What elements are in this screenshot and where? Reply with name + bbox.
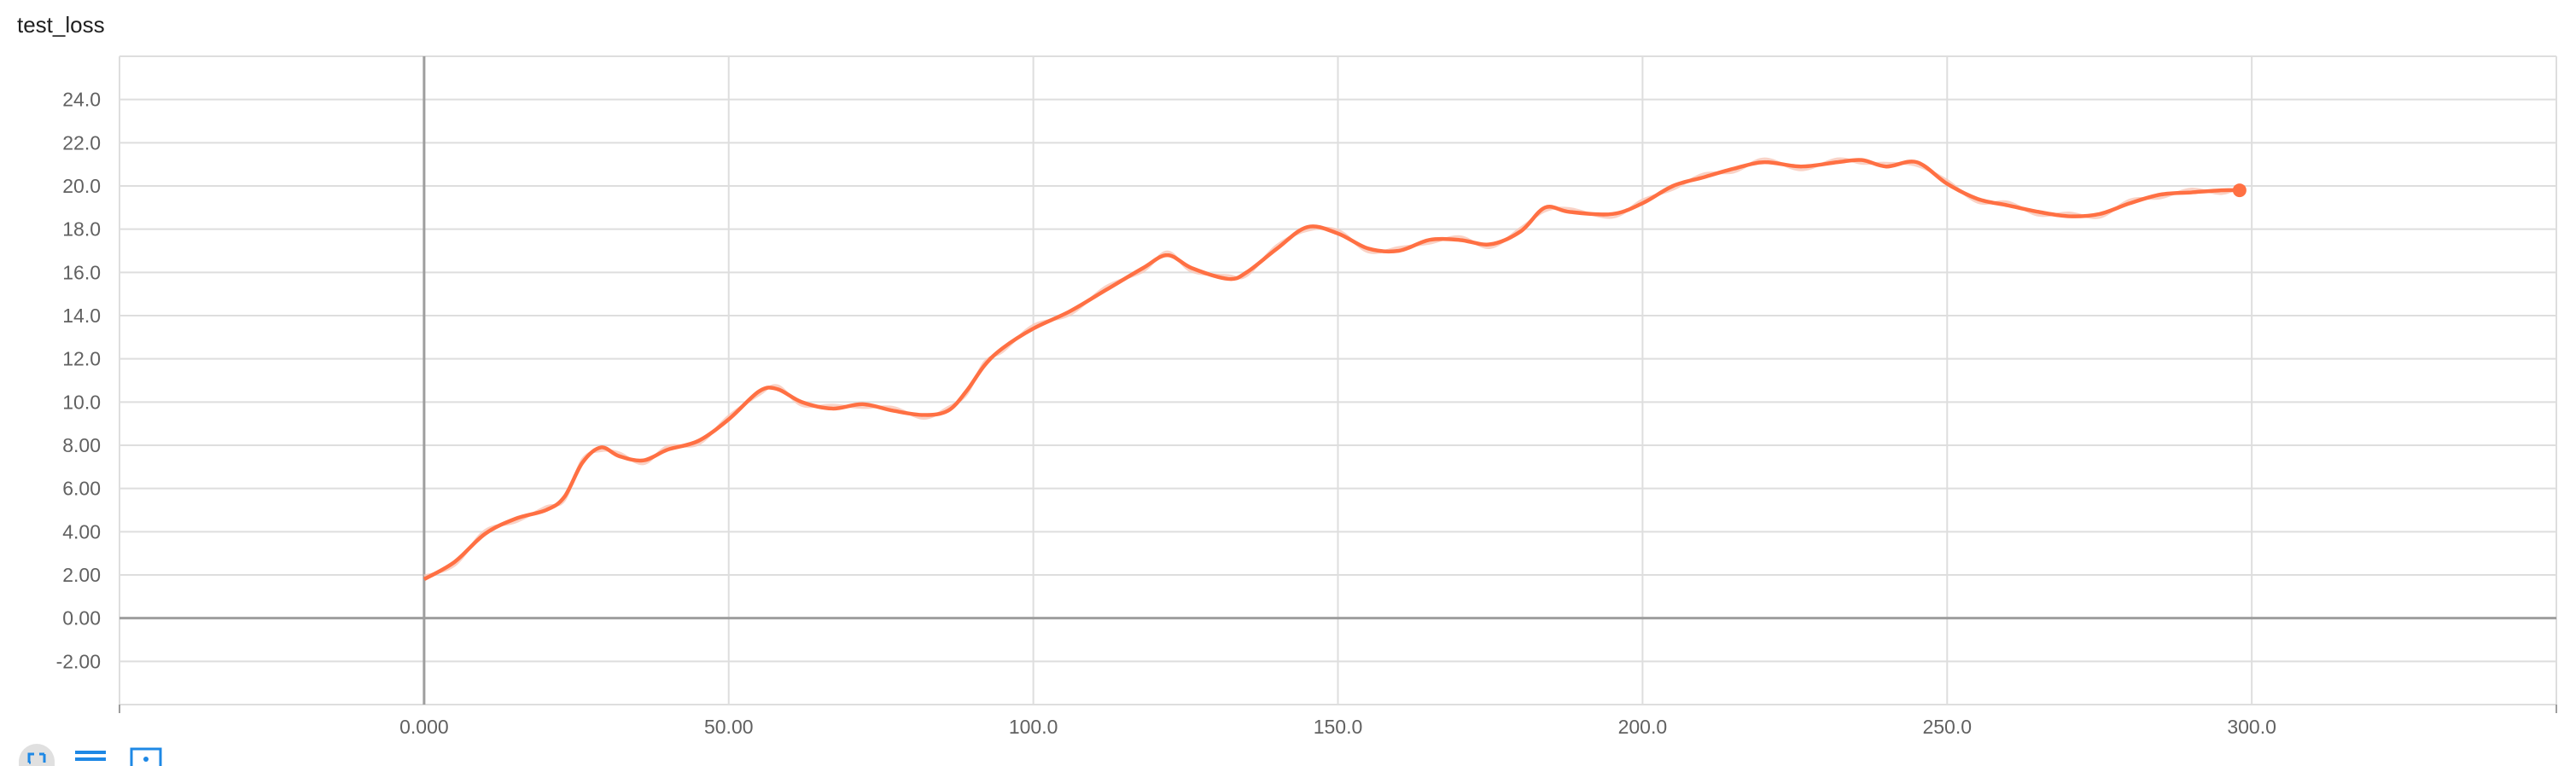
x-tick-label: 150.0 <box>1314 716 1363 738</box>
series-lines <box>423 157 2247 582</box>
x-tick-label: 200.0 <box>1618 716 1668 738</box>
x-tick-label: 250.0 <box>1922 716 1972 738</box>
y-tick-label: 22.0 <box>62 131 101 154</box>
grid-lines <box>119 55 2557 705</box>
y-tick-label: 8.00 <box>62 434 101 456</box>
x-tick-label: 300.0 <box>2227 716 2276 738</box>
x-axis-tick-labels: 0.000 50.00 100.0 150.0 200.0 250.0 300.0 <box>399 716 2276 738</box>
y-axis-tick-labels: -2.00 0.00 2.00 4.00 6.00 8.00 10.0 12.0 14.0 16.… <box>56 89 101 673</box>
y-tick-label: 4.00 <box>62 520 101 543</box>
chart-title: test_loss <box>17 12 105 38</box>
y-tick-label: 12.0 <box>62 348 101 370</box>
y-tick-label: 16.0 <box>62 261 101 283</box>
list-icon <box>73 751 109 766</box>
fit-domain-icon <box>128 747 164 766</box>
y-tick-label: 14.0 <box>62 305 101 327</box>
chart-toolbar <box>19 744 164 766</box>
y-tick-label: 10.0 <box>62 391 101 413</box>
y-tick-label: 6.00 <box>62 478 101 500</box>
axes <box>119 56 2557 713</box>
expand-button[interactable] <box>19 744 55 766</box>
series-endpoint[interactable] <box>2232 183 2247 198</box>
x-tick-label: 0.000 <box>399 716 449 738</box>
y-tick-label: -2.00 <box>56 650 101 672</box>
fit-domain-button[interactable] <box>128 744 164 766</box>
series-line[interactable] <box>423 158 2240 582</box>
series-raw-line <box>423 157 2241 577</box>
y-tick-label: 0.00 <box>62 607 101 630</box>
list-button[interactable] <box>73 744 109 766</box>
y-tick-label: 2.00 <box>62 564 101 586</box>
x-tick-label: 50.00 <box>704 716 754 738</box>
x-tick-label: 100.0 <box>1009 716 1058 738</box>
y-tick-label: 24.0 <box>62 89 101 111</box>
y-tick-label: 20.0 <box>62 175 101 197</box>
expand-icon <box>19 752 55 766</box>
y-tick-label: 18.0 <box>62 218 101 241</box>
